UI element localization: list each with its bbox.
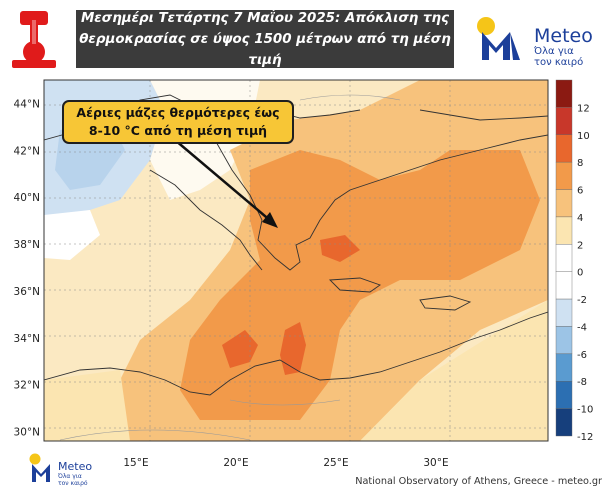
colorbar-tick-label: -10 xyxy=(577,405,593,416)
callout-line-1: Αέριες μάζες θερμότερες έως xyxy=(76,105,280,120)
colorbar-segment xyxy=(555,326,573,355)
colorbar-segment xyxy=(555,79,573,108)
colorbar-tick-label: 0 xyxy=(577,268,583,279)
latitude-tick-label: 32°N xyxy=(14,380,40,392)
colorbar-segment xyxy=(555,189,573,218)
page-title: Μεσημέρι Τετάρτης 7 Μαΐου 2025: Απόκλιση… xyxy=(76,10,454,68)
meteo-logo: Meteo Όλα για τον καιρό xyxy=(477,17,593,68)
warm-core-libya-west xyxy=(222,330,258,368)
colorbar-tick-label: 2 xyxy=(577,240,583,251)
meteo-logo-small: Meteo Όλα για τον καιρό xyxy=(29,453,92,487)
footer-credit: National Observatory of Athens, Greece -… xyxy=(355,476,602,487)
longitude-tick-label: 25°E xyxy=(323,457,348,469)
latitude-tick-label: 36°N xyxy=(14,286,40,298)
colorbar-tick-label: -4 xyxy=(577,322,587,333)
latitude-tick-label: 44°N xyxy=(14,98,40,110)
title-line-2: θερμοκρασίας σε ύψος 1500 μέτρων από τη … xyxy=(79,31,451,68)
latitude-tick-label: 34°N xyxy=(14,333,40,345)
colorbar-tick-label: 8 xyxy=(577,158,583,169)
colorbar: 12 10 8 6 4 2 0 -2 -4 -6 -8 -10 -12 xyxy=(555,79,593,443)
colorbar-tick-label: -6 xyxy=(577,350,587,361)
longitude-axis: 15°E 20°E 25°E 30°E xyxy=(123,457,448,469)
warm-region-2-4-east xyxy=(360,300,548,441)
colorbar-segment xyxy=(555,107,573,135)
callout-arrow xyxy=(174,139,273,223)
colorbar-tick-label: 6 xyxy=(577,186,583,197)
brand-name-small: Meteo xyxy=(58,460,92,473)
colorbar-tick-label: 4 xyxy=(577,213,583,224)
annotation-callout: Αέριες μάζες θερμότερες έως 8-10 °C από … xyxy=(62,100,294,144)
header: Μεσημέρι Τετάρτης 7 Μαΐου 2025: Απόκλιση… xyxy=(0,0,605,78)
contour-lines xyxy=(59,94,401,441)
coastlines xyxy=(44,94,548,396)
latitude-tick-label: 30°N xyxy=(14,427,40,439)
colorbar-segment xyxy=(555,216,573,245)
colorbar-segment xyxy=(555,271,573,300)
callout-arrowhead xyxy=(262,212,278,228)
title-line-1: Μεσημέρι Τετάρτης 7 Μαΐου 2025: Απόκλιση… xyxy=(80,10,450,26)
callout-line-2: 8-10 °C από τη μέση τιμή xyxy=(88,123,268,138)
colorbar-segment xyxy=(555,244,573,272)
colorbar-segment xyxy=(555,381,573,409)
colorbar-segment xyxy=(555,353,573,382)
colorbar-tick-label: -8 xyxy=(577,377,587,388)
colorbar-tick-label: 10 xyxy=(577,131,590,142)
graticule xyxy=(44,80,548,441)
brand-tagline-2: τον καιρό xyxy=(534,56,583,68)
thermometer-icon xyxy=(6,6,62,70)
colorbar-segment xyxy=(555,134,573,163)
brand-tagline-1: Όλα για xyxy=(533,45,574,57)
longitude-tick-label: 15°E xyxy=(123,457,148,469)
warm-region-2-4-west xyxy=(44,370,130,441)
neutral-band xyxy=(44,210,100,260)
longitude-tick-label: 30°E xyxy=(423,457,448,469)
map-border xyxy=(43,79,549,442)
latitude-tick-label: 42°N xyxy=(14,145,40,157)
longitude-tick-label: 20°E xyxy=(223,457,248,469)
latitude-tick-label: 40°N xyxy=(14,192,40,204)
brand-name: Meteo xyxy=(534,25,593,47)
brand-tagline-small-2: τον καιρό xyxy=(58,480,88,487)
colorbar-segment xyxy=(555,408,573,437)
colorbar-tick-label: -12 xyxy=(577,432,593,443)
colorbar-tick-label: 12 xyxy=(577,103,590,114)
warm-core-anatolia xyxy=(455,150,520,200)
colorbar-segment xyxy=(555,298,573,327)
brand-tagline-small-1: Όλα για xyxy=(57,473,82,480)
latitude-tick-label: 38°N xyxy=(14,239,40,251)
colorbar-segment xyxy=(555,161,573,190)
warm-core-libya-east xyxy=(280,322,306,375)
latitude-axis: 44°N 42°N 40°N 38°N 36°N 34°N 32°N 30°N xyxy=(14,98,40,438)
colorbar-tick-label: -2 xyxy=(577,295,587,306)
